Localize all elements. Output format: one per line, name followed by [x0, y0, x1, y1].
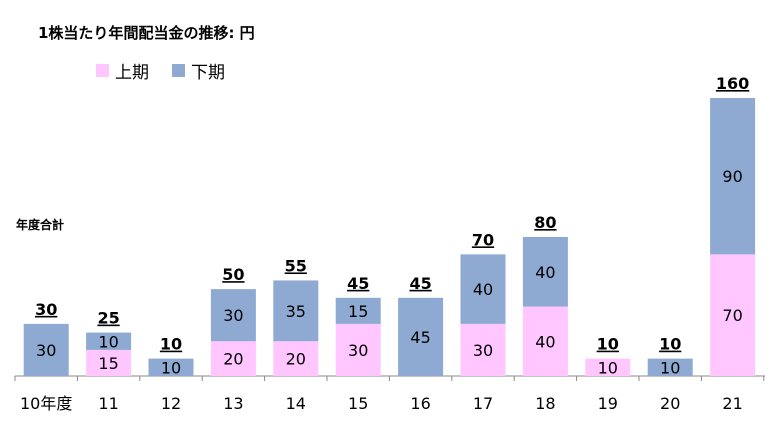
segment-value-label: 15 [348, 302, 368, 321]
bars [14, 98, 765, 381]
x-tick-label: 15 [348, 394, 368, 413]
legend-swatch-first-half [96, 64, 109, 77]
bar-segment-second-half [210, 289, 256, 342]
segment-value-label: 40 [535, 263, 555, 282]
segment-value-label: 10 [161, 358, 181, 377]
legend-label-second-half: 下期 [191, 63, 225, 83]
bar-segment-first-half [710, 254, 756, 376]
segment-value-label: 40 [535, 332, 555, 351]
bar-segment-first-half [273, 341, 319, 376]
x-tick-label: 18 [535, 394, 555, 413]
segment-value-label: 70 [722, 306, 742, 325]
total-value-label: 30 [35, 300, 57, 319]
bar-segment-first-half [585, 358, 631, 376]
bar-segment-first-half [460, 323, 506, 376]
x-tick-label: 21 [722, 394, 742, 413]
segment-value-label: 40 [473, 280, 493, 299]
x-tick-label: 14 [286, 394, 306, 413]
total-value-label: 10 [659, 335, 681, 354]
bar-segment-second-half [335, 297, 381, 324]
segment-value-label: 10 [660, 358, 680, 377]
bar-segment-second-half [273, 280, 319, 342]
segment-value-label: 90 [722, 167, 742, 186]
x-tick-label: 10年度 [20, 394, 72, 413]
bar-segment-first-half [210, 341, 256, 376]
x-tick-label: 19 [598, 394, 618, 413]
segment-value-label: 30 [348, 341, 368, 360]
segment-value-label: 35 [286, 302, 306, 321]
bar-segment-second-half [86, 332, 132, 350]
bar-segment-first-half [522, 306, 568, 376]
segment-value-label: 10 [98, 332, 118, 351]
total-value-label: 80 [534, 213, 556, 232]
total-value-label: 45 [347, 274, 369, 293]
legend-swatch-second-half [172, 64, 185, 77]
legend: 上期 下期 [96, 63, 225, 83]
segment-value-label: 30 [223, 306, 243, 325]
total-value-label: 10 [160, 335, 182, 354]
x-tick-label: 17 [473, 394, 493, 413]
segment-value-label: 10 [598, 358, 618, 377]
bar-segment-first-half [335, 323, 381, 376]
x-tick-label: 13 [223, 394, 243, 413]
bar-segment-second-half [710, 98, 756, 255]
segment-value-label: 30 [36, 341, 56, 360]
total-value-label: 45 [409, 274, 431, 293]
x-tick-label: 12 [161, 394, 181, 413]
x-tick-label: 20 [660, 394, 680, 413]
bar-segment-second-half [647, 358, 693, 376]
x-tick-label: 11 [98, 394, 118, 413]
segment-value-label: 45 [410, 328, 430, 347]
segment-value-label: 20 [286, 350, 306, 369]
total-value-label: 70 [472, 230, 494, 249]
total-value-label: 10 [597, 335, 619, 354]
total-value-label: 25 [97, 309, 119, 328]
total-value-label: 50 [222, 265, 244, 284]
bar-segment-second-half [460, 254, 506, 324]
chart-title: 1株当たり年間配当金の推移: 円 [38, 24, 255, 42]
segment-value-label: 30 [473, 341, 493, 360]
bar-segment-second-half [23, 323, 69, 376]
bar-segment-second-half [398, 297, 444, 376]
bar-segment-first-half [86, 349, 132, 376]
bar-segment-second-half [522, 237, 568, 307]
labels: 30 30 10年度 15 10 25 11 10 10 12 20 30 50 13 20 35 55 14 30… [20, 74, 749, 413]
legend-label-first-half: 上期 [115, 63, 149, 83]
total-caption: 年度合計 [16, 217, 64, 232]
total-value-label: 55 [285, 256, 307, 275]
x-tick-label: 16 [410, 394, 430, 413]
bar-segment-second-half [148, 358, 194, 376]
total-value-label: 160 [716, 74, 749, 93]
segment-value-label: 20 [223, 350, 243, 369]
segment-value-label: 15 [98, 354, 118, 373]
